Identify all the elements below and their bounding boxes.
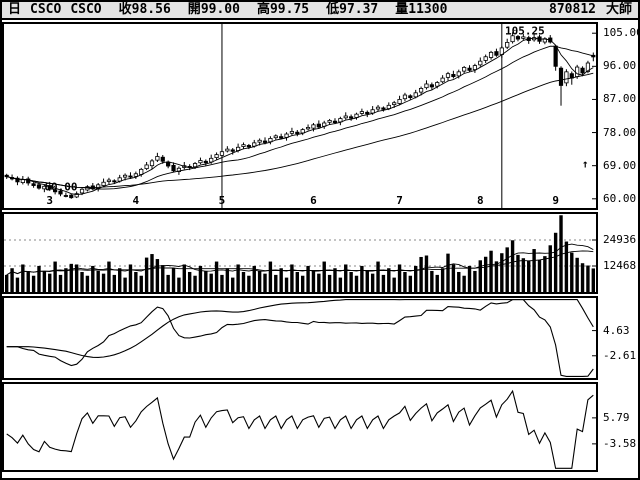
- quote-close-value: 98.56: [131, 2, 171, 17]
- svg-text:5: 5: [219, 194, 226, 207]
- oscillator-1-svg: [6, 299, 596, 377]
- quote-low-value: 97.37: [339, 2, 379, 17]
- svg-text:6: 6: [310, 194, 317, 207]
- svg-text:7: 7: [396, 194, 403, 207]
- quote-low: 低97.37: [326, 2, 378, 18]
- period-indicator[interactable]: 日: [8, 2, 22, 17]
- candles: [4, 32, 596, 199]
- quote-volume-label: 量: [395, 2, 409, 17]
- volume-bars: [4, 215, 596, 292]
- brand-label: 大師: [605, 2, 632, 17]
- y-axis-label: 12468: [603, 259, 637, 272]
- y-axis-label: 78.00: [603, 125, 637, 139]
- month-labels: 3 4 5 6 7 8 9: [46, 194, 559, 207]
- y-axis-label: -2.61: [603, 348, 637, 362]
- volume-panel[interactable]: [2, 212, 598, 294]
- svg-text:8: 8: [477, 194, 484, 207]
- y-axis-label: 24936: [603, 233, 637, 246]
- quote-date: 870812: [549, 2, 596, 17]
- y-axis-label: 69.00: [603, 158, 637, 172]
- ma-lines: [6, 37, 594, 196]
- quote-close-label: 收: [118, 2, 132, 17]
- price-axis-gutter: [598, 22, 638, 472]
- oscillator-panel-1[interactable]: [2, 296, 598, 380]
- candlestick-panel[interactable]: 3 4 5 6 7 8 9 105.25 60.00 ↑: [2, 22, 598, 210]
- svg-text:9: 9: [552, 194, 559, 207]
- oscillator-2-svg: [6, 389, 596, 469]
- quote-close: 收98.56: [119, 2, 171, 18]
- quote-open: 開99.00: [188, 2, 240, 18]
- quote-high-value: 99.75: [269, 2, 310, 17]
- svg-text:4: 4: [133, 194, 140, 207]
- candlestick-svg: 3 4 5 6 7 8 9 105.25 60.00 ↑: [4, 24, 596, 208]
- y-axis-label: 4.63: [603, 323, 630, 337]
- axis-ticks: [592, 417, 596, 445]
- y-axis-label: 60.00: [603, 191, 637, 205]
- annotations: 105.25 60.00 ↑: [44, 25, 588, 194]
- quote-high: 高99.75: [257, 2, 309, 18]
- oscillator-panel-2[interactable]: [2, 382, 598, 472]
- y-axis-label: 5.79: [603, 410, 630, 424]
- y-axis-label: 105.00: [603, 26, 640, 40]
- stock-symbol: CSCO: [30, 2, 62, 17]
- quote-high-label: 高: [256, 2, 270, 17]
- stock-name: CSCO: [70, 2, 102, 17]
- y-axis-label: 87.00: [603, 92, 637, 106]
- svg-text:60.00: 60.00: [44, 180, 77, 193]
- y-axis-label: 96.00: [603, 59, 637, 73]
- svg-text:105.25: 105.25: [505, 25, 545, 38]
- quote-volume: 量11300: [395, 2, 447, 18]
- oscillator-2-lines: [6, 389, 594, 469]
- volume-svg: [4, 215, 596, 292]
- axis-ticks: [592, 330, 596, 357]
- quote-volume-value: 11300: [408, 2, 448, 17]
- svg-text:↑: ↑: [582, 158, 589, 171]
- svg-text:3: 3: [46, 194, 53, 207]
- title-bar: 日 CSCO CSCO 收98.56 開99.00 高99.75 低97.37 …: [2, 2, 638, 20]
- volume-ma-lines: [6, 243, 594, 276]
- oscillator-1-lines: [6, 299, 594, 377]
- quote-low-label: 低: [326, 2, 340, 17]
- axis-ticks: [592, 32, 596, 200]
- y-axis-label: -3.58: [603, 436, 637, 450]
- quote-open-value: 99.00: [200, 2, 240, 17]
- volume-gridlines: [4, 239, 596, 267]
- axis-ticks: [592, 239, 596, 267]
- quote-open-label: 開: [187, 2, 201, 17]
